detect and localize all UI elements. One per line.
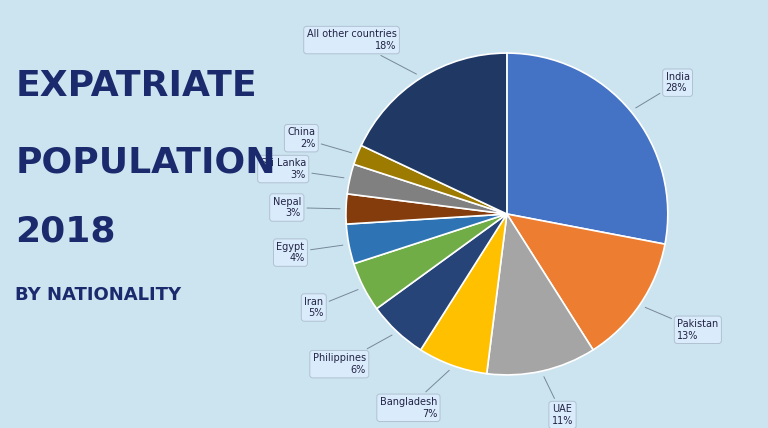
Text: India
28%: India 28% bbox=[636, 72, 690, 108]
Text: POPULATION: POPULATION bbox=[15, 146, 276, 180]
Text: 2018: 2018 bbox=[15, 214, 116, 248]
Wedge shape bbox=[346, 194, 507, 224]
Wedge shape bbox=[361, 53, 507, 214]
Text: Philippines
6%: Philippines 6% bbox=[313, 335, 392, 375]
Wedge shape bbox=[354, 146, 507, 214]
Text: All other countries
18%: All other countries 18% bbox=[306, 29, 416, 74]
Text: Iran
5%: Iran 5% bbox=[304, 290, 358, 318]
Text: BY NATIONALITY: BY NATIONALITY bbox=[15, 286, 181, 304]
Text: Nepal
3%: Nepal 3% bbox=[273, 197, 340, 218]
Text: Sri Lanka
3%: Sri Lanka 3% bbox=[260, 158, 344, 180]
Wedge shape bbox=[487, 214, 593, 375]
Wedge shape bbox=[354, 214, 507, 309]
Wedge shape bbox=[421, 214, 507, 374]
Text: UAE
11%: UAE 11% bbox=[544, 377, 573, 426]
Wedge shape bbox=[507, 53, 668, 244]
Wedge shape bbox=[346, 214, 507, 264]
Text: Pakistan
13%: Pakistan 13% bbox=[645, 307, 719, 341]
Text: China
2%: China 2% bbox=[287, 128, 352, 153]
Text: Egypt
4%: Egypt 4% bbox=[276, 242, 343, 263]
Text: EXPATRIATE: EXPATRIATE bbox=[15, 68, 257, 103]
Text: Bangladesh
7%: Bangladesh 7% bbox=[379, 370, 449, 419]
Wedge shape bbox=[507, 214, 665, 350]
Wedge shape bbox=[376, 214, 507, 350]
Wedge shape bbox=[347, 164, 507, 214]
